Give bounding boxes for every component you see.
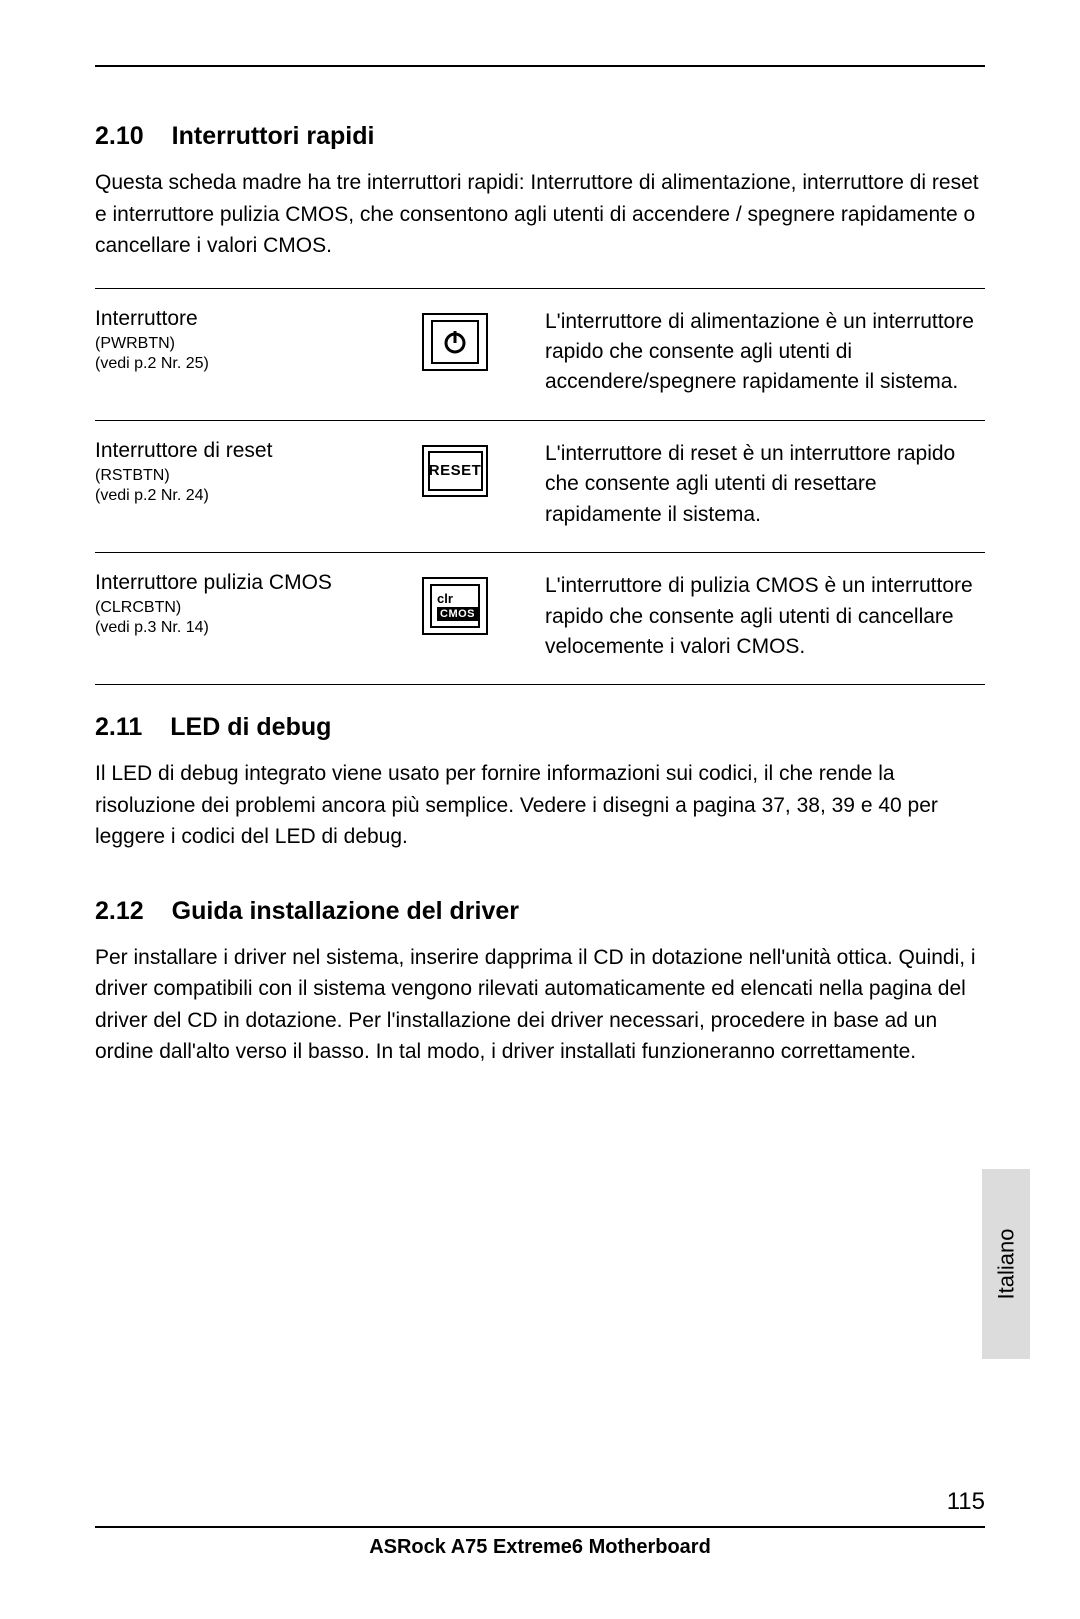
top-rule	[95, 65, 985, 67]
section-title: LED di debug	[170, 713, 331, 742]
section-body-212: Per installare i driver nel sistema, ins…	[95, 942, 985, 1068]
section-heading-210: 2.10 Interruttori rapidi	[95, 122, 985, 151]
switch-icon-col: RESET	[365, 439, 545, 530]
language-label: Italiano	[993, 1229, 1019, 1300]
clr-box-label: CMOS	[437, 607, 478, 621]
footer-title: ASRock A75 Extreme6 Motherboard	[95, 1536, 985, 1559]
reset-label: RESET	[428, 451, 483, 491]
switch-ref: (vedi p.2 Nr. 25)	[95, 355, 365, 373]
section-number: 2.11	[95, 713, 142, 742]
switch-ref: (vedi p.3 Nr. 14)	[95, 619, 365, 637]
power-button-icon	[422, 313, 488, 371]
switch-icon-col: clr CMOS	[365, 571, 545, 662]
switch-table: Interruttore (PWRBTN) (vedi p.2 Nr. 25) …	[95, 288, 985, 686]
switch-label-col: Interruttore di reset (RSTBTN) (vedi p.2…	[95, 439, 365, 530]
page-footer: 115 ASRock A75 Extreme6 Motherboard	[95, 1526, 985, 1559]
switch-code: (CLRCBTN)	[95, 599, 365, 617]
footer-rule	[95, 1526, 985, 1528]
switch-code: (PWRBTN)	[95, 335, 365, 353]
switch-name: Interruttore pulizia CMOS	[95, 571, 365, 595]
switch-label-col: Interruttore pulizia CMOS (CLRCBTN) (ved…	[95, 571, 365, 662]
document-page: 2.10 Interruttori rapidi Questa scheda m…	[0, 0, 1080, 1619]
reset-button-icon: RESET	[422, 445, 488, 497]
section-title: Guida installazione del driver	[172, 897, 519, 926]
switch-name: Interruttore di reset	[95, 439, 365, 463]
switch-row-power: Interruttore (PWRBTN) (vedi p.2 Nr. 25) …	[95, 288, 985, 420]
section-number: 2.12	[95, 897, 144, 926]
clr-cmos-button-icon: clr CMOS	[422, 577, 488, 635]
switch-label-col: Interruttore (PWRBTN) (vedi p.2 Nr. 25)	[95, 307, 365, 398]
switch-ref: (vedi p.2 Nr. 24)	[95, 487, 365, 505]
section-number: 2.10	[95, 122, 144, 151]
section-heading-212: 2.12 Guida installazione del driver	[95, 897, 985, 926]
switch-icon-col	[365, 307, 545, 398]
switch-name: Interruttore	[95, 307, 365, 331]
switch-desc: L'interruttore di reset è un interruttor…	[545, 439, 985, 530]
spacer	[95, 879, 985, 897]
language-tab: Italiano	[982, 1169, 1030, 1359]
power-icon	[442, 329, 468, 355]
section-heading-211: 2.11 LED di debug	[95, 713, 985, 742]
switch-desc: L'interruttore di pulizia CMOS è un inte…	[545, 571, 985, 662]
switch-row-cmos: Interruttore pulizia CMOS (CLRCBTN) (ved…	[95, 552, 985, 685]
switch-row-reset: Interruttore di reset (RSTBTN) (vedi p.2…	[95, 420, 985, 552]
section-body-211: Il LED di debug integrato viene usato pe…	[95, 758, 985, 853]
clr-top-label: clr	[437, 592, 453, 605]
switch-code: (RSTBTN)	[95, 467, 365, 485]
page-number: 115	[947, 1488, 985, 1516]
section-body-210: Questa scheda madre ha tre interruttori …	[95, 167, 985, 262]
section-title: Interruttori rapidi	[172, 122, 375, 151]
switch-desc: L'interruttore di alimentazione è un int…	[545, 307, 985, 398]
